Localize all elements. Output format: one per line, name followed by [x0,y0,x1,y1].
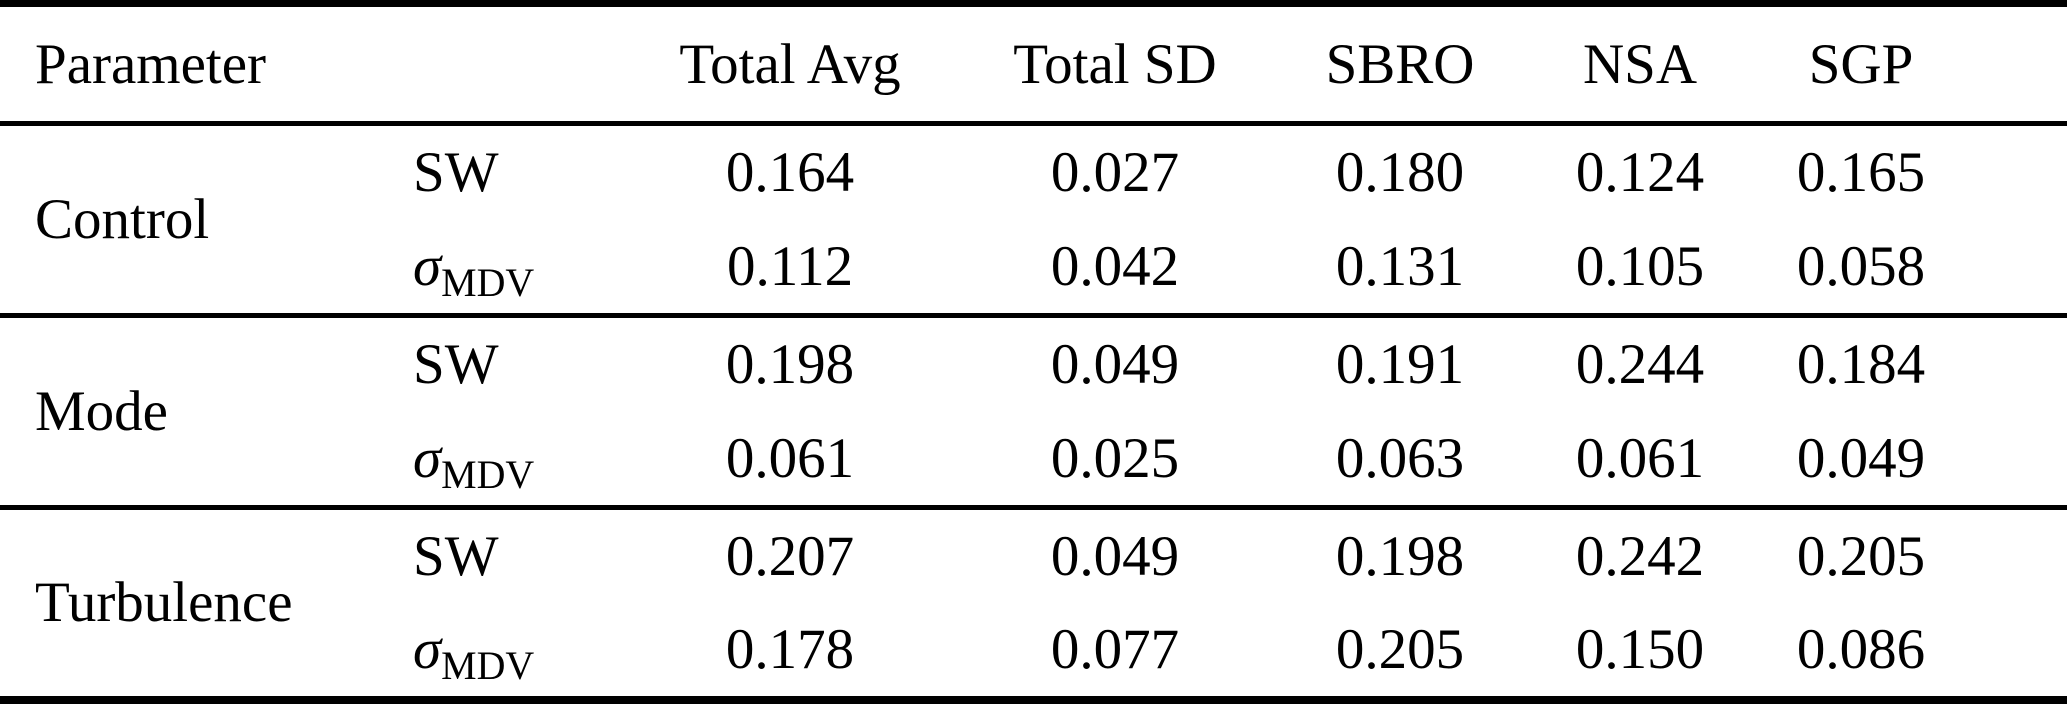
value-cell: 0.164 [725,141,855,205]
value-cell: 0.049 [1796,426,1926,490]
table-row: σMDV 0.061 0.025 0.063 0.061 0.049 [0,412,2067,508]
value-cell: 0.184 [1796,333,1926,397]
param-symbol: SW [413,141,499,205]
param-symbol: SW [413,333,499,397]
param-cell-sw: SW [395,124,640,220]
group-turbulence: Turbulence SW 0.207 0.049 0.198 0.242 0.… [0,507,2067,700]
sigma-subscript: MDV [441,259,535,305]
header-cell-sgp: SGP [1808,32,1914,96]
value-cell: 0.165 [1796,141,1926,205]
group-label-cell: Control [35,188,210,251]
header-cell-parameter: Parameter [35,32,267,96]
value-cell: 0.131 [1335,234,1465,298]
value-cell: 0.150 [1575,618,1705,681]
statistics-table: Parameter Total Avg Total SD SBRO NSA SG… [0,0,2067,704]
value-cell: 0.178 [725,618,855,681]
value-cell: 0.205 [1335,618,1465,681]
value-cell: 0.042 [1050,234,1180,298]
param-cell-sw: SW [395,508,640,604]
value-cell: 0.105 [1575,234,1705,298]
value-cell: 0.207 [725,525,855,589]
sigma-subscript: MDV [441,451,535,497]
sigma-symbol: σ [413,426,442,490]
value-cell: 0.025 [1050,426,1180,490]
value-cell: 0.124 [1575,141,1705,205]
param-cell-sw: SW [395,316,640,412]
value-cell: 0.086 [1796,618,1926,681]
value-cell: 0.061 [725,426,855,490]
value-cell: 0.180 [1335,141,1465,205]
header-cell-total-sd: Total SD [1013,32,1217,96]
group-label-cell: Turbulence [35,571,293,635]
group-control: Control SW 0.164 0.027 0.180 0.124 0.165… [0,123,2067,316]
value-cell: 0.244 [1575,333,1705,397]
sigma-symbol: σ [413,618,442,681]
header-cell-sbro: SBRO [1325,32,1475,96]
value-cell: 0.063 [1335,426,1465,490]
value-cell: 0.077 [1050,618,1180,681]
value-cell: 0.191 [1335,333,1465,397]
table-row: Mode SW 0.198 0.049 0.191 0.244 0.184 [0,316,2067,443]
sigma-symbol: σ [413,234,442,298]
value-cell: 0.058 [1796,234,1926,298]
header-cell-total-avg: Total Avg [679,32,901,96]
value-cell: 0.027 [1050,141,1180,205]
param-cell-sigma-mdv: σMDV [395,220,640,316]
header-cell-nsa: NSA [1583,32,1698,96]
value-cell: 0.198 [725,333,855,397]
param-cell-sigma-mdv: σMDV [395,412,640,508]
header-row: Parameter Total Avg Total SD SBRO NSA SG… [0,4,2067,124]
group-label-cell: Mode [35,380,168,443]
sigma-subscript: MDV [441,643,535,689]
value-cell: 0.049 [1050,333,1180,397]
table-header: Parameter Total Avg Total SD SBRO NSA SG… [0,4,2067,124]
value-cell: 0.205 [1796,525,1926,589]
value-cell: 0.198 [1335,525,1465,589]
value-cell: 0.242 [1575,525,1705,589]
table-row: σMDV 0.178 0.077 0.205 0.150 0.086 [0,604,2067,700]
table-row: σMDV 0.112 0.042 0.131 0.105 0.058 [0,220,2067,316]
param-cell-sigma-mdv: σMDV [395,604,640,700]
param-symbol: SW [413,525,499,589]
value-cell: 0.049 [1050,525,1180,589]
table-row: Turbulence SW 0.207 0.049 0.198 0.242 0.… [0,508,2067,634]
table-row: Control SW 0.164 0.027 0.180 0.124 0.165 [0,124,2067,251]
group-mode: Mode SW 0.198 0.049 0.191 0.244 0.184 σM… [0,315,2067,508]
value-cell: 0.112 [726,234,854,298]
value-cell: 0.061 [1575,426,1705,490]
